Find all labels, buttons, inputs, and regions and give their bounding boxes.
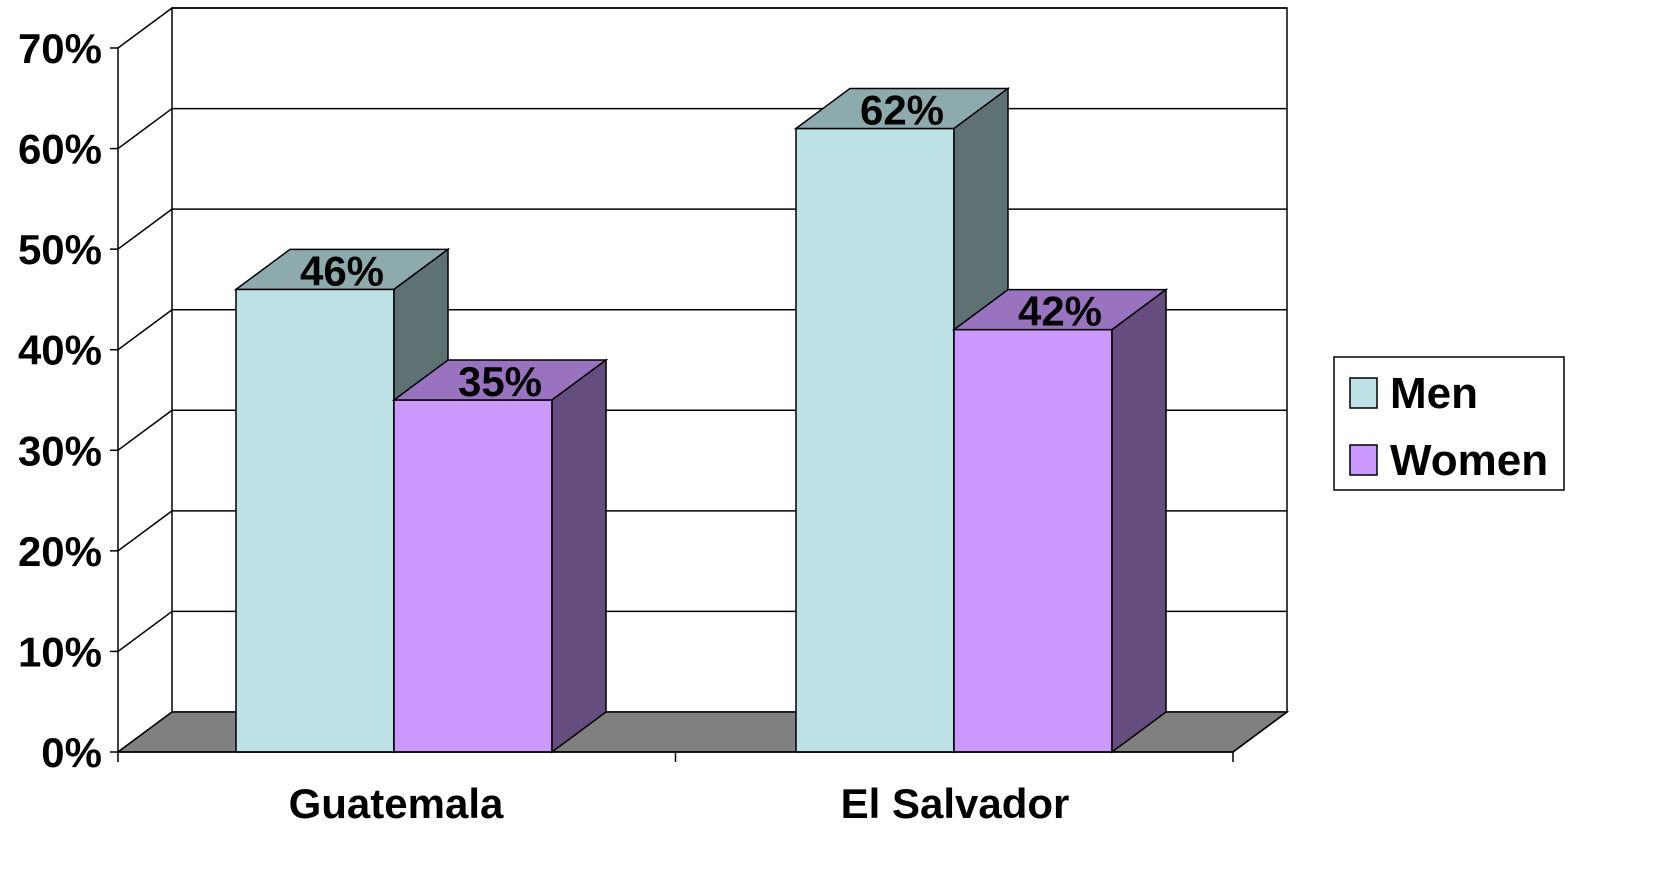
y-tick-label: 10% <box>18 628 102 675</box>
legend: Men Women <box>1333 356 1565 491</box>
y-tick-label: 70% <box>18 25 102 72</box>
gridline-side <box>117 309 173 351</box>
gridline-side <box>117 610 173 653</box>
bar-front <box>795 127 955 753</box>
data-label: 46% <box>300 247 384 294</box>
bars-layer <box>233 86 1169 754</box>
legend-label: Men <box>1390 369 1478 418</box>
data-label: 62% <box>860 86 944 133</box>
labels-layer: 0% 10% 20% 30% 40% 50% 60% 70% Guatemala El Salva… <box>18 25 1102 827</box>
data-label: 35% <box>458 358 542 405</box>
gridline-side <box>117 409 173 451</box>
bar-front <box>953 328 1113 753</box>
y-tick-label: 0% <box>41 729 102 776</box>
y-tick-label: 50% <box>18 226 102 273</box>
bar-side <box>1111 288 1167 754</box>
bar-front <box>235 288 395 753</box>
x-category-label: Guatemala <box>289 780 504 827</box>
x-category-label: El Salvador <box>841 780 1070 827</box>
data-label: 42% <box>1018 288 1102 335</box>
gridline-side <box>117 107 173 150</box>
y-tick-label: 40% <box>18 327 102 374</box>
gridline-side <box>117 208 173 250</box>
axes-layer <box>110 47 1288 762</box>
y-tick-label: 60% <box>18 126 102 173</box>
bar-side <box>551 358 607 754</box>
gridline-side <box>117 7 173 49</box>
y-tick-label: 30% <box>18 427 102 474</box>
legend-swatch <box>1349 444 1378 476</box>
legend-label: Women <box>1390 436 1548 485</box>
floor-right-edge <box>1232 711 1288 753</box>
legend-swatch <box>1349 377 1378 409</box>
y-tick-label: 20% <box>18 528 102 575</box>
gridline-side <box>117 510 173 552</box>
bar-front <box>393 399 553 753</box>
